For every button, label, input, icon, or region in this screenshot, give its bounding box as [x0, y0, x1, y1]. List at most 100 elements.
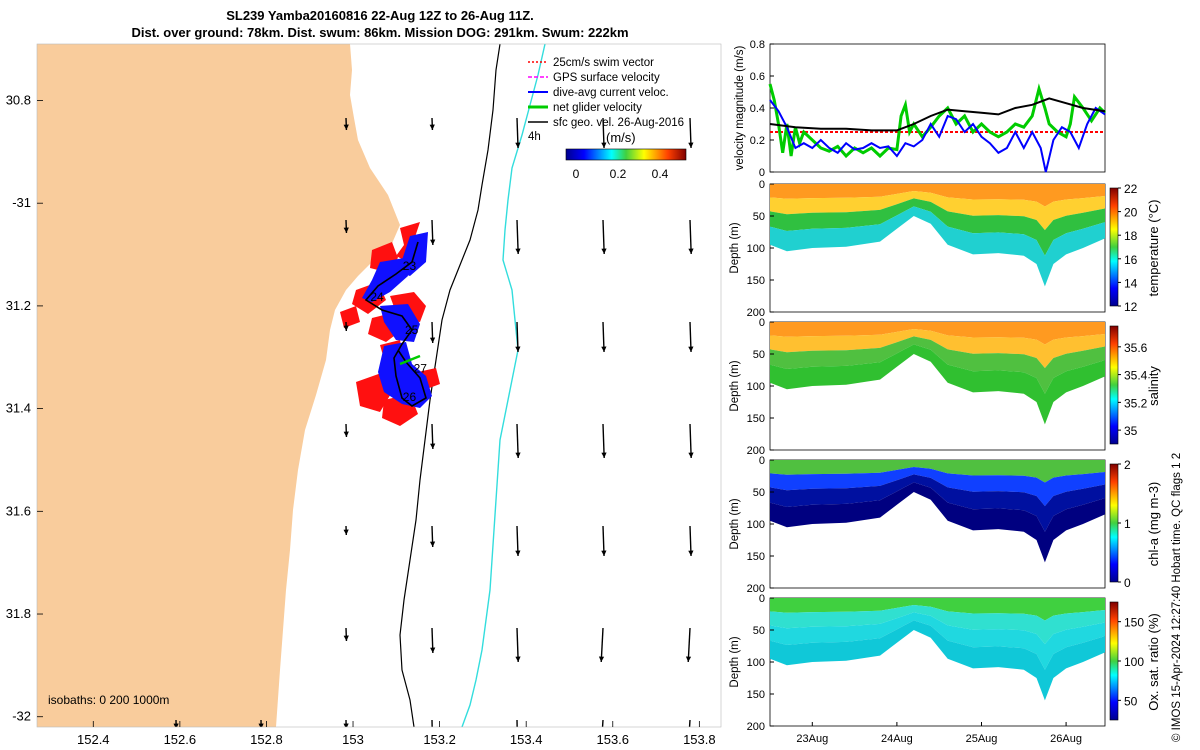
velocity-y-tick-label: 0	[759, 167, 765, 179]
section-layer	[770, 206, 1105, 287]
geo-arrowhead	[515, 550, 521, 556]
colorbar-tick-label: 22	[1124, 182, 1138, 196]
depth-tick-label: 100	[747, 519, 765, 531]
geo-arrowhead	[688, 142, 694, 148]
geo-arrowhead	[515, 142, 521, 148]
depth-tick-label: 50	[753, 349, 765, 361]
geo-arrowhead	[343, 227, 349, 233]
depth-tick-label: 200	[747, 583, 765, 595]
colorbar-label: salinity	[1146, 366, 1161, 406]
geo-arrowhead	[515, 248, 521, 254]
day-labels: 23 24 25 27 26	[370, 259, 427, 404]
geo-arrowhead	[688, 346, 694, 352]
depth-tick-label: 0	[759, 179, 765, 191]
section-layer	[770, 191, 1105, 231]
land-coastline	[37, 44, 400, 727]
isobath-200m	[399, 44, 501, 727]
section-layer	[770, 460, 1105, 483]
colorbar-tick-label: 0	[1124, 576, 1131, 590]
depth-tick-label: 150	[747, 689, 765, 701]
section-layer	[770, 605, 1105, 645]
section-layer	[770, 344, 1105, 425]
geo-arrowhead	[343, 723, 349, 727]
geo-arrowhead	[515, 346, 521, 352]
map-y-tick-label: 31.2	[6, 298, 31, 313]
geo-arrowhead	[430, 443, 436, 449]
section-layer	[770, 482, 1105, 563]
geo-arrowhead	[688, 550, 694, 556]
legend-item-swim: 25cm/s swim vector	[553, 57, 654, 69]
section-layer	[770, 336, 1105, 394]
chart-title-line-1: SL239 Yamba20160816 22-Aug 12Z to 26-Aug…	[226, 8, 534, 23]
geo-arrow	[600, 627, 604, 663]
depth-tick-label: 50	[753, 211, 765, 223]
depth-tick-label: 50	[753, 625, 765, 637]
geo-arrow	[602, 219, 605, 255]
geo-arrowhead	[430, 239, 436, 245]
geo-arrowhead	[343, 635, 349, 641]
section-layer	[770, 620, 1105, 701]
depth-tick-label: 100	[747, 243, 765, 255]
geo-arrowhead	[430, 647, 436, 653]
velocity-y-tick-label: 0.8	[750, 39, 765, 51]
velocity-y-tick-label: 0.4	[750, 103, 765, 115]
geo-arrowhead	[343, 325, 349, 331]
legend-item-dive: dive-avg current veloc.	[553, 87, 669, 99]
map-x-tick-label: 152.4	[77, 732, 110, 747]
section-colorbar	[1109, 325, 1119, 445]
geo-arrowhead	[429, 124, 435, 130]
geo-arrowhead	[173, 723, 179, 727]
depth-tick-label: 150	[747, 413, 765, 425]
map-y-tick-label: 30.8	[6, 92, 31, 107]
colorbar-tick-label: 150	[1124, 616, 1144, 630]
map-y-tick-label: -31	[12, 195, 31, 210]
geo-arrowhead	[688, 452, 694, 458]
velocity-series	[768, 83, 1107, 159]
depth-ylabel: Depth (m)	[729, 498, 741, 549]
geo-arrow	[689, 219, 692, 255]
map-y-tick-label: 31.6	[6, 503, 31, 518]
speed-colorbar	[565, 148, 687, 161]
colorbar-tick-label: 35.2	[1124, 396, 1148, 410]
velocity-ylabel: velocity magnitude (m/s)	[734, 46, 746, 171]
section-layer	[770, 467, 1105, 507]
legend-item-gps: GPS surface velocity	[553, 72, 660, 84]
colorbar-tick-label: 12	[1124, 300, 1138, 314]
section-layer	[770, 322, 1105, 345]
depth-tick-label: 50	[753, 487, 765, 499]
day-label: 24	[370, 290, 384, 304]
section-colorbar	[1109, 187, 1119, 307]
depth-tick-label: 0	[759, 455, 765, 467]
section-colorbar	[1109, 463, 1119, 583]
depth-tick-label: 200	[747, 721, 765, 733]
geo-arrowhead	[601, 142, 607, 148]
map-axis-ticks: 152.4 152.6 152.8 153 153.2 153.4 153.6 153.8 30…	[6, 92, 716, 747]
geo-arrowhead	[601, 452, 607, 458]
map-x-tick-label: 152.6	[164, 732, 197, 747]
depth-ylabel: Depth (m)	[729, 222, 741, 273]
section-layer	[770, 184, 1105, 207]
date-tick-label: 26Aug	[1050, 733, 1082, 745]
date-tick-label: 25Aug	[966, 733, 998, 745]
section-colorbar	[1109, 601, 1119, 721]
section-layer	[770, 329, 1105, 369]
geo-arrow	[516, 219, 519, 255]
geo-arrowhead	[515, 656, 521, 662]
section-layer	[770, 474, 1105, 532]
geo-arrowhead	[343, 124, 349, 130]
velocity-panel-frame	[769, 43, 1106, 173]
colorbar-title: (m/s)	[606, 130, 636, 145]
geo-arrow	[688, 719, 691, 727]
map-x-tick-label: 153.2	[423, 732, 456, 747]
colorbar-tick-label: 18	[1124, 229, 1138, 243]
depth-tick-label: 100	[747, 657, 765, 669]
map-y-tick-label: -32	[12, 709, 31, 724]
geo-arrow	[516, 423, 519, 459]
colorbar-tick-label: 35.6	[1124, 341, 1148, 355]
geo-arrowhead	[429, 541, 436, 547]
map-x-tick-label: 153.6	[596, 732, 629, 747]
date-tick-label: 23Aug	[796, 733, 828, 745]
geo-arrow	[516, 719, 518, 727]
isobath-1000m	[461, 44, 546, 727]
geo-arrow	[601, 719, 604, 727]
